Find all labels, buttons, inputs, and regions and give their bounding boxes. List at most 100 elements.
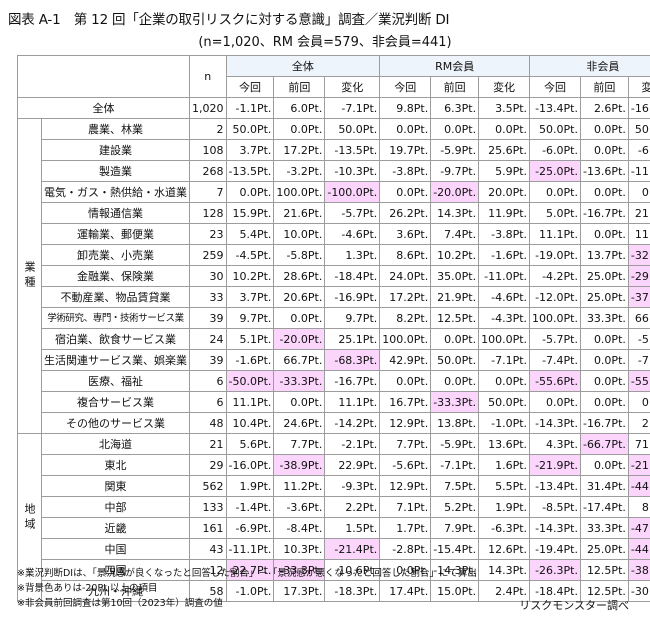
value-cell: -7.1Pt. — [430, 454, 480, 476]
value-cell: 71.0Pt. — [627, 433, 650, 455]
value-cell: -1.0Pt. — [478, 412, 531, 434]
value-cell: -3.6Pt. — [273, 496, 326, 518]
value-cell: 9.7Pt. — [324, 307, 381, 329]
value-cell: -30.9Pt. — [627, 580, 650, 602]
row-label: 複合サービス業 — [41, 391, 190, 413]
value-cell: 0.0Pt. — [430, 118, 480, 140]
value-cell: -16.9Pt. — [324, 286, 381, 308]
value-cell: 17.2Pt. — [273, 139, 326, 161]
table-row: 中国 43 -11.1Pt. 10.3Pt. -21.4Pt. -2.8Pt. -15.4P… — [18, 538, 650, 560]
row-label: 学術研究、専門・技術サービス業 — [41, 307, 190, 329]
value-cell: 5.9Pt. — [478, 160, 531, 182]
row-label: 関東 — [41, 475, 190, 497]
value-cell: -1.4Pt. — [225, 496, 275, 518]
value-cell: 10.6Pt. — [324, 559, 381, 581]
value-cell: 100.0Pt. — [379, 328, 432, 350]
value-cell: -4.3Pt. — [478, 307, 531, 329]
value-cell: -37.0Pt. — [627, 286, 650, 308]
value-cell: 31.4Pt. — [579, 475, 629, 497]
value-cell: -50.0Pt. — [225, 370, 275, 392]
value-cell: -21.9Pt. — [529, 454, 581, 476]
value-cell: 17.2Pt. — [379, 286, 432, 308]
value-cell: 0.0Pt. — [478, 118, 531, 140]
value-cell: 20.6Pt. — [273, 286, 326, 308]
header-current: 今回 — [225, 76, 275, 98]
row-label: 電気・ガス・熱供給・水道業 — [41, 181, 190, 203]
value-cell: -2.1Pt. — [324, 433, 381, 455]
value-cell: -4.2Pt. — [529, 265, 581, 287]
value-cell: -9.3Pt. — [324, 475, 381, 497]
value-cell: -17.4Pt. — [579, 496, 629, 518]
value-cell: -18.4Pt. — [529, 580, 581, 602]
value-cell: 10.2Pt. — [225, 265, 275, 287]
value-cell: 3.7Pt. — [225, 286, 275, 308]
value-cell: -8.4Pt. — [273, 517, 326, 539]
value-cell: 7.7Pt. — [379, 433, 432, 455]
n-cell: 43 — [189, 538, 227, 560]
value-cell: 10.0Pt. — [273, 223, 326, 245]
header-previous: 前回 — [430, 76, 480, 98]
footnotes: ※業況判断DIは、「景況感が良くなったと回答した割合」－「景況感が悪くなったと回… — [17, 566, 477, 611]
value-cell: -14.2Pt. — [324, 412, 381, 434]
value-cell: -66.7Pt. — [579, 433, 629, 455]
value-cell: -44.8Pt. — [627, 475, 650, 497]
n-cell: 268 — [189, 160, 227, 182]
value-cell: 7.9Pt. — [430, 517, 480, 539]
value-cell: 0.0Pt. — [529, 181, 581, 203]
value-cell: -33.3Pt. — [273, 559, 326, 581]
n-cell: 48 — [189, 412, 227, 434]
value-cell: 10.3Pt. — [273, 538, 326, 560]
value-cell: 0.0Pt. — [579, 454, 629, 476]
value-cell: -33.3Pt. — [430, 391, 480, 413]
value-cell: -6.3Pt. — [478, 517, 531, 539]
di-table: n 全体 RM会員 非会員 今回 前回 変化 今回 前回 変化 今回 前回 変化… — [17, 55, 650, 602]
value-cell: 25.0Pt. — [579, 286, 629, 308]
value-cell: 42.9Pt. — [379, 349, 432, 371]
value-cell: 1.5Pt. — [324, 517, 381, 539]
n-cell: 161 — [189, 517, 227, 539]
value-cell: 50.0Pt. — [627, 118, 650, 140]
value-cell: 0.0Pt. — [478, 370, 531, 392]
value-cell: 0.0Pt. — [579, 370, 629, 392]
value-cell: -16.7Pt. — [324, 370, 381, 392]
value-cell: 5.4Pt. — [225, 223, 275, 245]
value-cell: 5.0Pt. — [529, 202, 581, 224]
value-cell: -21.9Pt. — [627, 454, 650, 476]
n-cell: 39 — [189, 349, 227, 371]
value-cell: 11.1Pt. — [324, 391, 381, 413]
value-cell: -7.4Pt. — [529, 349, 581, 371]
value-cell: 21.7Pt. — [627, 202, 650, 224]
value-cell: 11.9Pt. — [478, 202, 531, 224]
value-cell: -7.1Pt. — [324, 97, 381, 119]
value-cell: 12.5Pt. — [579, 580, 629, 602]
row-label: 情報通信業 — [41, 202, 190, 224]
table-row: 地域 北海道 21 5.6Pt. 7.7Pt. -2.1Pt. 7.7Pt. -5.9Pt. 1… — [17, 433, 650, 602]
value-cell: 0.0Pt. — [379, 118, 432, 140]
value-cell: -21.4Pt. — [324, 538, 381, 560]
page-subtitle: (n=1,020、RM 会員=579、非会員=441) — [198, 35, 452, 50]
value-cell: 14.3Pt. — [430, 202, 480, 224]
value-cell: 19.7Pt. — [379, 139, 432, 161]
value-cell: -38.9Pt. — [273, 454, 326, 476]
value-cell: 8.9Pt. — [627, 496, 650, 518]
value-cell: 1.7Pt. — [379, 517, 432, 539]
value-cell: -47.6Pt. — [627, 517, 650, 539]
value-cell: 14.3Pt. — [478, 559, 531, 581]
value-cell: 25.1Pt. — [324, 328, 381, 350]
value-cell: -14.3Pt. — [529, 517, 581, 539]
row-label: 卸売業、小売業 — [41, 244, 190, 266]
header-group-non: 非会員 — [529, 55, 650, 77]
value-cell: 21.9Pt. — [430, 286, 480, 308]
value-cell: -33.3Pt. — [273, 370, 326, 392]
table-row: 生活関連サービス業、娯楽業 39 -1.6Pt. 66.7Pt. -68.3Pt. 42.… — [18, 349, 650, 371]
table-row: 関東 562 1.9Pt. 11.2Pt. -9.3Pt. 12.9Pt. 7.5Pt. 5.… — [18, 475, 650, 497]
value-cell: 10.2Pt. — [430, 244, 480, 266]
value-cell: 7.4Pt. — [430, 223, 480, 245]
value-cell: -16.7Pt. — [579, 202, 629, 224]
value-cell: 0.0Pt. — [379, 370, 432, 392]
value-cell: -32.7Pt. — [627, 244, 650, 266]
value-cell: 1.6Pt. — [478, 454, 531, 476]
row-label: 九州・沖縄 — [41, 580, 190, 602]
value-cell: 8.2Pt. — [379, 307, 432, 329]
